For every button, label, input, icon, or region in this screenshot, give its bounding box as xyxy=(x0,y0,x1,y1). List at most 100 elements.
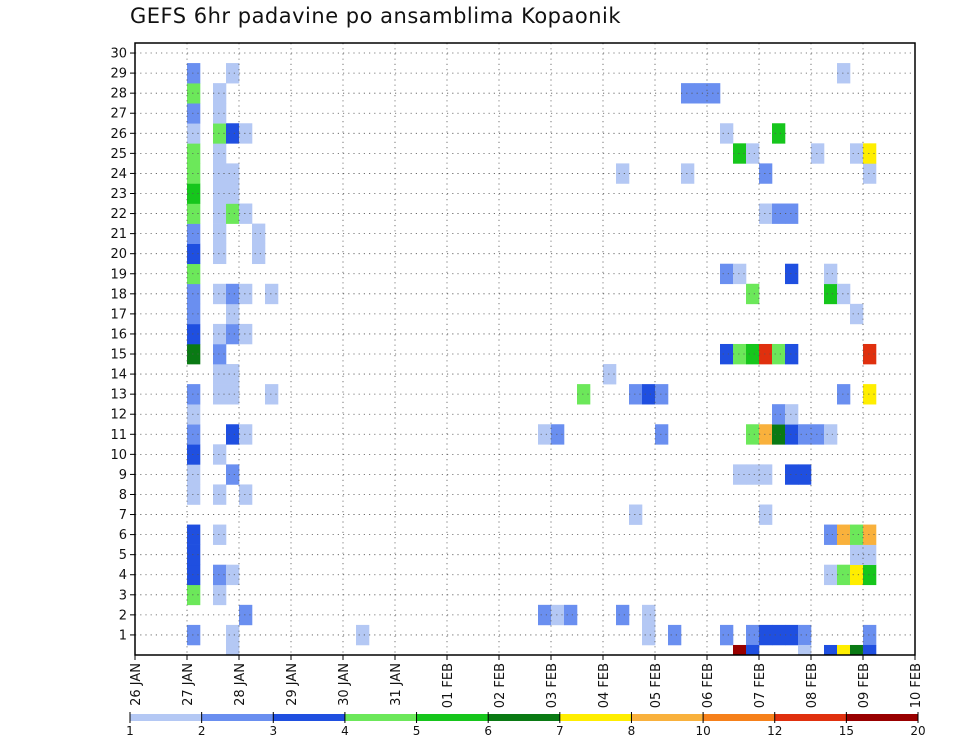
precip-cell xyxy=(265,384,279,405)
precip-cell xyxy=(187,103,201,124)
precip-cell xyxy=(187,404,201,425)
colorbar-label: 6 xyxy=(484,724,492,738)
y-tick-label: 29 xyxy=(110,67,127,82)
precip-cell xyxy=(239,123,253,144)
precip-cell xyxy=(187,123,201,144)
chart-title: GEFS 6hr padavine po ansamblima Kopaonik xyxy=(130,4,622,28)
y-tick-label: 11 xyxy=(110,428,127,443)
precip-cell xyxy=(551,604,565,626)
precip-cell xyxy=(629,384,643,405)
y-tick-label: 18 xyxy=(110,287,127,302)
precip-cell xyxy=(733,143,747,164)
x-axis: 26 JAN 27 JAN 28 JAN 29 JAN 30 JAN 31 JAN 01 F… xyxy=(129,655,924,708)
y-tick-label: 15 xyxy=(110,348,127,363)
precip-cell xyxy=(824,644,838,656)
precip-cell xyxy=(213,524,227,545)
y-tick-label: 4 xyxy=(119,568,127,583)
precip-cell xyxy=(837,524,851,545)
y-tick-label: 16 xyxy=(110,327,127,342)
precip-cell xyxy=(239,604,253,626)
precip-cell xyxy=(772,624,786,646)
precip-cell xyxy=(772,123,786,144)
precip-cell xyxy=(226,384,240,405)
colorbar-label: 3 xyxy=(269,724,277,738)
y-tick-label: 5 xyxy=(119,548,127,563)
x-tick-label: 07 FEB xyxy=(753,663,768,708)
precip-cell xyxy=(863,644,877,656)
precip-cell xyxy=(772,343,786,365)
y-tick-label: 22 xyxy=(110,207,127,222)
precip-cell xyxy=(616,604,630,626)
precip-cell xyxy=(837,564,851,586)
y-tick-label: 2 xyxy=(119,608,127,623)
colorbar-label: 1 xyxy=(126,724,134,738)
precip-cell xyxy=(187,384,201,405)
precip-cell xyxy=(850,644,864,656)
y-tick-label: 1 xyxy=(119,628,127,643)
x-tick-label: 27 JAN xyxy=(181,663,196,706)
x-tick-label: 31 JAN xyxy=(389,663,404,706)
precip-cell xyxy=(785,263,799,285)
precip-cell xyxy=(759,624,773,646)
precip-cell xyxy=(681,83,695,104)
precip-cell xyxy=(837,63,851,84)
precip-cell xyxy=(850,143,864,164)
precip-cell xyxy=(187,323,201,345)
colorbar-label: 5 xyxy=(413,724,421,738)
precip-cell xyxy=(746,143,760,164)
x-tick-label: 09 FEB xyxy=(857,663,872,708)
precip-cell xyxy=(720,123,734,144)
precip-cell xyxy=(798,424,812,445)
precip-cell xyxy=(187,183,201,204)
precip-cell xyxy=(772,404,786,425)
colorbar-swatch xyxy=(703,714,776,721)
precip-cell xyxy=(213,243,227,265)
precip-cell xyxy=(239,484,253,505)
precip-cell xyxy=(226,63,240,84)
x-tick-label: 04 FEB xyxy=(597,663,612,708)
precip-cell xyxy=(213,163,227,184)
x-tick-label: 26 JAN xyxy=(129,663,144,706)
x-tick-label: 10 FEB xyxy=(909,663,924,708)
colorbar-swatch xyxy=(559,714,632,721)
precip-cell xyxy=(213,564,227,586)
precip-cell xyxy=(837,384,851,405)
precip-cell xyxy=(850,544,864,566)
colorbar-label: 7 xyxy=(556,724,564,738)
precip-cell xyxy=(785,343,799,365)
colorbar-swatch xyxy=(416,714,489,721)
precip-cell xyxy=(265,283,279,305)
gridlines xyxy=(135,43,915,655)
x-tick-label: 05 FEB xyxy=(649,663,664,708)
precip-cell xyxy=(213,123,227,144)
y-tick-label: 8 xyxy=(119,488,127,503)
precip-cell xyxy=(785,624,799,646)
precip-cell xyxy=(226,283,240,305)
precip-cell xyxy=(187,564,201,586)
y-tick-label: 14 xyxy=(110,368,127,383)
y-tick-label: 20 xyxy=(110,247,127,262)
precip-cell xyxy=(733,263,747,285)
precip-cell xyxy=(863,163,877,184)
precip-cell xyxy=(759,504,773,525)
precip-cell xyxy=(187,143,201,164)
precip-cell xyxy=(187,624,201,646)
precip-cell xyxy=(759,203,773,224)
y-tick-label: 13 xyxy=(110,388,127,403)
precip-cell xyxy=(187,524,201,545)
precip-cells-layer xyxy=(187,63,877,656)
y-tick-label: 23 xyxy=(110,187,127,202)
precip-cell xyxy=(720,263,734,285)
precip-cell xyxy=(772,203,786,224)
y-tick-label: 19 xyxy=(110,267,127,282)
colorbar-label: 4 xyxy=(341,724,349,738)
precip-cell xyxy=(213,584,227,606)
precip-cell xyxy=(746,424,760,445)
precip-cell xyxy=(187,464,201,485)
colorbar-label: 20 xyxy=(910,724,925,738)
y-tick-label: 30 xyxy=(110,47,127,62)
y-tick-label: 21 xyxy=(110,227,127,242)
precip-cell xyxy=(668,624,682,646)
precip-cell xyxy=(252,243,266,265)
y-tick-label: 3 xyxy=(119,588,127,603)
